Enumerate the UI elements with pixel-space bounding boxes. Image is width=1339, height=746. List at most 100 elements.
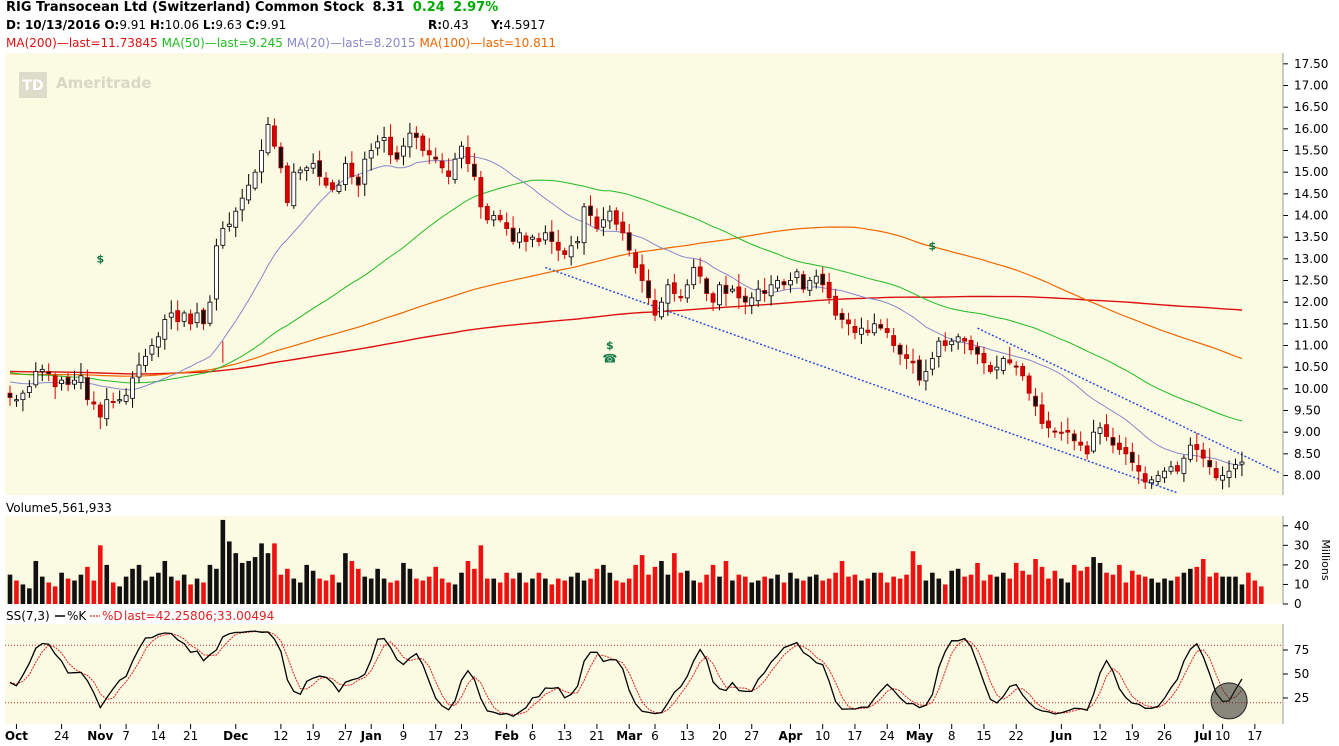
candle xyxy=(136,364,142,378)
volume-bar xyxy=(123,576,129,604)
candle xyxy=(1168,466,1174,472)
x-axis-label: 22 xyxy=(1009,729,1024,743)
volume-bar xyxy=(317,578,322,604)
stoch-values: last=42.25806;33.00494 xyxy=(124,609,274,623)
candle xyxy=(388,136,393,156)
candle xyxy=(710,293,716,303)
candle xyxy=(1078,441,1084,446)
x-axis-label: Jan xyxy=(360,729,382,743)
candle xyxy=(239,197,245,211)
volume-bar xyxy=(736,574,742,604)
volume-bar xyxy=(820,580,825,604)
x-axis-label: Mar xyxy=(616,729,642,743)
candle xyxy=(39,368,45,372)
volume-bar xyxy=(214,568,219,604)
x-axis-label: 17 xyxy=(847,729,862,743)
price-axis-label: 10.00 xyxy=(1294,382,1328,396)
candle xyxy=(7,392,13,398)
volume-bar xyxy=(136,564,142,604)
upper-trendline xyxy=(977,327,1281,474)
volume-bar xyxy=(1026,574,1032,604)
candle xyxy=(246,184,252,201)
candle xyxy=(162,319,168,340)
volume-bar xyxy=(788,572,793,604)
volume-bar xyxy=(1233,576,1238,604)
candle xyxy=(1123,447,1129,455)
x-axis-label: 19 xyxy=(1125,729,1140,743)
volume-axis-label: 30 xyxy=(1294,538,1309,552)
candle xyxy=(975,346,980,355)
stoch-axis-label: 25 xyxy=(1294,691,1309,705)
watermark-logo: TD xyxy=(22,78,43,94)
price-axis-label: 9.00 xyxy=(1294,425,1321,439)
volume-bar xyxy=(1252,580,1258,604)
ma200-line xyxy=(9,295,1243,375)
candle xyxy=(497,215,503,221)
volume-bar xyxy=(459,572,464,604)
candle xyxy=(478,177,484,208)
volume-bar xyxy=(775,574,780,604)
volume-bar xyxy=(684,570,690,604)
stochastic-legend: SS(7,3) %K %D last=42.25806;33.00494 xyxy=(6,609,274,623)
volume-bar xyxy=(749,582,755,604)
volume-bar xyxy=(581,580,587,604)
dividend-marker: $ xyxy=(929,240,937,253)
candle xyxy=(917,359,922,381)
candle xyxy=(704,278,709,294)
x-axis-label: 21 xyxy=(183,729,198,743)
date-readout: D: 10/13/2016 xyxy=(6,18,101,32)
volume-bar xyxy=(1001,572,1006,604)
candle xyxy=(955,336,961,343)
volume-bar xyxy=(259,543,264,604)
volume-bar xyxy=(910,551,916,604)
stoch-d-label: %D xyxy=(102,609,123,623)
candle xyxy=(981,352,987,364)
volume-bar xyxy=(465,560,471,604)
price-axis-label: 17.00 xyxy=(1294,79,1328,93)
candle xyxy=(330,182,335,190)
volume-bar xyxy=(633,564,638,604)
candle xyxy=(768,284,774,297)
candle xyxy=(1071,433,1077,442)
candle xyxy=(65,376,71,385)
candle xyxy=(639,264,645,281)
volume-bar xyxy=(962,576,967,604)
candle xyxy=(523,235,529,242)
price-axis-label: 15.00 xyxy=(1294,165,1328,179)
candle xyxy=(265,124,271,154)
volume-bar xyxy=(220,519,226,604)
volume-bar xyxy=(1052,570,1058,604)
volume-bar xyxy=(407,568,413,604)
candle xyxy=(575,241,580,244)
candle xyxy=(723,284,729,294)
candle xyxy=(755,288,761,302)
volume-bar xyxy=(517,572,522,604)
stoch-axis-label: 75 xyxy=(1294,643,1309,657)
td-ameritrade-watermark: TD Ameritrade xyxy=(19,72,152,98)
volume-bar xyxy=(1059,578,1064,604)
candle xyxy=(549,231,555,242)
x-axis-label: 27 xyxy=(338,729,353,743)
volume-bar xyxy=(562,580,567,604)
volume-bar xyxy=(246,560,251,604)
candle xyxy=(859,327,864,335)
volume-bar xyxy=(156,572,161,604)
candle xyxy=(562,250,568,255)
price-axis-label: 12.00 xyxy=(1294,295,1328,309)
candle xyxy=(446,170,452,177)
candle xyxy=(426,150,432,156)
candle xyxy=(149,345,155,355)
volume-bar xyxy=(1071,564,1077,604)
stochastic-panel[interactable] xyxy=(5,624,1283,724)
volume-bar xyxy=(388,582,393,604)
volume-bar xyxy=(85,566,90,604)
candle xyxy=(1110,437,1116,446)
volume-bar xyxy=(801,580,806,604)
high-value: 10.06 xyxy=(164,18,200,32)
volume-bar xyxy=(201,582,206,604)
candle xyxy=(620,221,626,234)
svg-text:Volume5,561,933: Volume5,561,933 xyxy=(6,501,112,515)
candle xyxy=(1026,375,1032,394)
volume-bar xyxy=(98,545,103,604)
volume-axis-label: 0 xyxy=(1294,597,1302,611)
